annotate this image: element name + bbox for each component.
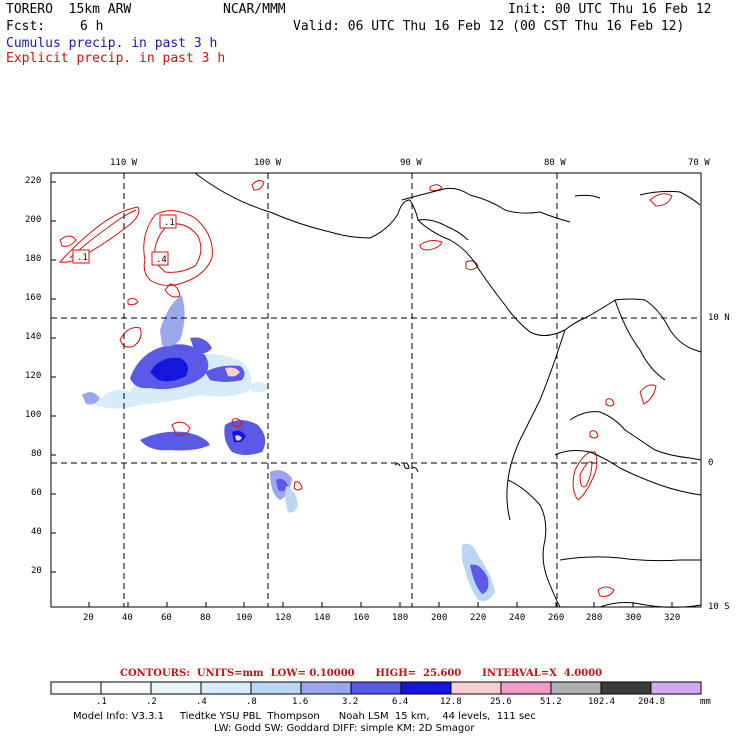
explicit-legend: Explicit precip. in past 3 h: [6, 51, 226, 66]
contour-label: .1: [77, 253, 88, 263]
y-tick: 200: [25, 215, 42, 225]
x-tick: 60: [161, 613, 172, 623]
colorbar-unit: mm: [700, 697, 711, 707]
lon-label: 70 W: [688, 158, 710, 168]
coastlines: [194, 172, 702, 608]
x-tick: 80: [200, 613, 211, 623]
graticule: [51, 173, 701, 607]
colorbar-label: .4: [196, 697, 207, 707]
x-tick: 160: [353, 613, 370, 623]
y-tick: 100: [25, 410, 42, 420]
colorbar-label: 1.6: [292, 697, 309, 707]
colorbar-swatch: [100, 681, 152, 695]
y-tick: 220: [25, 176, 42, 186]
x-tick: 180: [392, 613, 409, 623]
colorbar-swatch: [50, 681, 102, 695]
lat-label: 10 N: [708, 313, 730, 323]
y-tick: 20: [31, 566, 42, 576]
x-tick: 320: [664, 613, 681, 623]
colorbar-label: .2: [146, 697, 157, 707]
colorbar-swatch: [650, 681, 702, 695]
colorbar-swatch: [150, 681, 202, 695]
y-tick: 60: [31, 488, 42, 498]
contours-info: CONTOURS: UNITS=mm LOW= 0.10000 HIGH= 25…: [120, 668, 603, 679]
colorbar-swatch: [600, 681, 652, 695]
colorbar-label: .1: [96, 697, 107, 707]
x-tick: 220: [470, 613, 487, 623]
x-tick: 280: [586, 613, 603, 623]
colorbar-label: 102.4: [588, 697, 616, 707]
x-tick: 300: [625, 613, 642, 623]
colorbar-swatch: [200, 681, 252, 695]
y-tick: 120: [25, 371, 42, 381]
valid-time: Valid: 06 UTC Thu 16 Feb 12 (00 CST Thu …: [293, 19, 685, 34]
x-tick: 260: [548, 613, 565, 623]
cumulus-legend: Cumulus precip. in past 3 h: [6, 36, 218, 51]
explicit-precip-contours: [59, 180, 673, 597]
x-tick: 100: [236, 613, 253, 623]
lon-label: 90 W: [400, 158, 422, 168]
colorbar-label: .8: [246, 697, 257, 707]
y-tick: 140: [25, 332, 42, 342]
y-tick: 180: [25, 254, 42, 264]
lat-label: 10 S: [708, 602, 730, 612]
x-tick: 120: [275, 613, 292, 623]
colorbar-label: 12.8: [440, 697, 462, 707]
colorbar-swatch: [400, 681, 452, 695]
colorbar-label: 3.2: [342, 697, 359, 707]
physics-info: LW: Godd SW: Goddard DIFF: simple KM: 2D…: [214, 723, 475, 734]
contour-label-texts: .1 .1 .4: [77, 218, 175, 265]
x-tick: 240: [509, 613, 526, 623]
cumulus-precip-areas: [82, 296, 495, 601]
colorbar-label: 6.4: [392, 697, 409, 707]
colorbar-swatch: [450, 681, 502, 695]
x-tick: 40: [122, 613, 133, 623]
model-info: Model Info: V3.3.1 Tiedtke YSU PBL Thomp…: [73, 711, 536, 722]
contour-label-boxes: [72, 214, 177, 266]
y-tick: 160: [25, 293, 42, 303]
colorbar-swatch: [550, 681, 602, 695]
contour-label: .4: [156, 255, 167, 265]
x-tick: 20: [83, 613, 94, 623]
y-tick: 80: [31, 449, 42, 459]
colorbar-label: 204.8: [638, 697, 666, 707]
x-tick: 200: [431, 613, 448, 623]
colorbar-swatch: [500, 681, 552, 695]
lat-label: 0: [708, 458, 714, 468]
forecast-hours: 6 h: [80, 19, 104, 34]
colorbar-swatch: [350, 681, 402, 695]
colorbar-swatch: [300, 681, 352, 695]
init-time: Init: 00 UTC Thu 16 Feb 12: [508, 2, 712, 17]
colorbar: [50, 681, 702, 695]
lon-label: 110 W: [110, 158, 138, 168]
organization-label: NCAR/MMM: [223, 2, 286, 17]
y-tick: 40: [31, 527, 42, 537]
lon-label: 100 W: [254, 158, 282, 168]
colorbar-label: 51.2: [540, 697, 562, 707]
x-tick: 140: [314, 613, 331, 623]
contour-label: .1: [164, 218, 175, 228]
colorbar-label: 25.6: [490, 697, 512, 707]
axis-ticks: [51, 181, 673, 607]
lon-label: 80 W: [544, 158, 566, 168]
forecast-label: Fcst:: [6, 19, 46, 34]
model-title: TORERO 15km ARW: [6, 2, 132, 17]
colorbar-swatch: [250, 681, 302, 695]
